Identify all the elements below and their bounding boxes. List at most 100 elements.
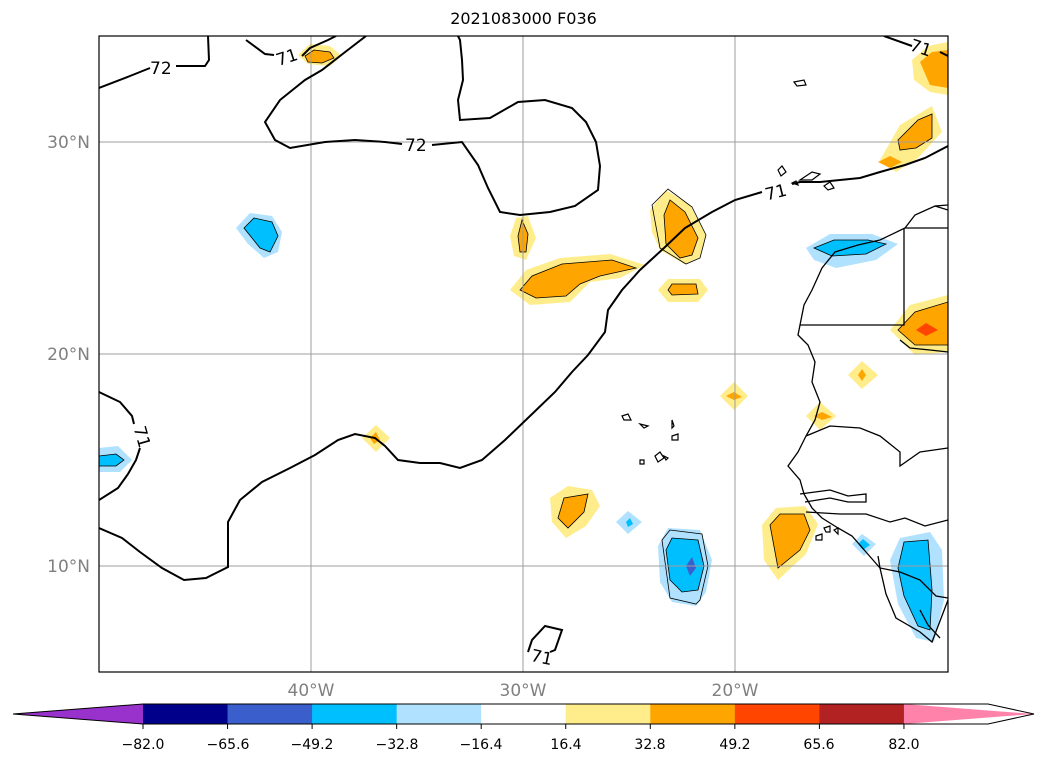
- lon-label-30w: 30°W: [500, 681, 547, 701]
- lat-label-10n: 10°N: [47, 557, 90, 577]
- anomaly-outlines: [99, 49, 948, 631]
- anomaly-patch: [814, 412, 832, 420]
- colorbar-segment: [143, 704, 229, 724]
- latitude-labels: 30°N 20°N 10°N: [47, 133, 90, 577]
- colorbar-segment: [312, 704, 398, 724]
- contour-label: 71: [763, 181, 789, 206]
- contour-71-northeast: [883, 36, 948, 57]
- cape-verde-island: [671, 419, 675, 430]
- anomaly-patch: [305, 50, 334, 63]
- anomaly-patch: [626, 518, 633, 527]
- lon-label-40w: 40°W: [288, 681, 335, 701]
- colorbar-tick-label: 65.6: [803, 737, 834, 753]
- cape-verde-island: [662, 454, 670, 462]
- negative-anomalies: [99, 213, 944, 642]
- colorbar-tick-label: −16.4: [460, 737, 503, 753]
- canary-island: [798, 171, 822, 181]
- positive-anomalies: [298, 42, 948, 580]
- colorbar-tick-label: −65.6: [207, 737, 250, 753]
- contour-71-north: [245, 36, 337, 57]
- colorbar-tick-label: 49.2: [719, 737, 750, 753]
- colorbar-segment: [819, 704, 905, 724]
- cape-verde-island: [654, 451, 665, 463]
- anomaly-patch: [668, 284, 698, 295]
- colorbar-extend-max: [903, 704, 1034, 724]
- colorbar-tick-label: 82.0: [888, 737, 919, 753]
- colorbar-segment: [396, 704, 482, 724]
- lon-label-20w: 20°W: [712, 681, 759, 701]
- contour-label: 71: [129, 424, 154, 450]
- anomaly-patch: [244, 218, 278, 252]
- contour-label-group: 72 71 72 71 71 71 71: [129, 36, 934, 670]
- anomaly-patch: [898, 540, 932, 630]
- colorbar-segment: [650, 704, 736, 724]
- lat-label-20n: 20°N: [47, 345, 90, 365]
- islands: [621, 79, 839, 541]
- height-contours: [99, 36, 948, 653]
- contour-label: 72: [150, 59, 172, 79]
- senegal-border: [805, 425, 948, 468]
- anomaly-patch: [664, 200, 698, 258]
- mauritania-border: [899, 339, 948, 353]
- canary-island: [823, 181, 835, 191]
- anomaly-patch: [558, 494, 588, 528]
- colorbar-extend-min: [13, 704, 143, 724]
- anomaly-patch: [666, 538, 704, 592]
- graticule: [99, 36, 948, 672]
- cape-verde-island: [638, 422, 650, 429]
- bijagos-island: [815, 533, 823, 541]
- anomaly-patch: [770, 514, 810, 568]
- colorbar-segment: [565, 704, 651, 724]
- african-coastline: [787, 204, 948, 644]
- colorbar-segment: [481, 704, 567, 724]
- map-title: 2021083000 F036: [450, 9, 597, 28]
- anomaly-patch: [726, 392, 742, 400]
- lat-label-30n: 30°N: [47, 133, 90, 153]
- map-area: 72 71 72 71 71 71 71: [99, 36, 948, 672]
- colorbar-tick-label: −32.8: [376, 737, 419, 753]
- guinea-border: [877, 555, 948, 599]
- bijagos-island: [823, 525, 831, 533]
- colorbar-outline: [12, 703, 1035, 725]
- colorbar-segments: [13, 704, 1034, 724]
- sierra-leone-border: [919, 609, 941, 639]
- anomaly-patch: [99, 454, 124, 466]
- map-frame: [98, 35, 949, 673]
- canary-island: [777, 165, 787, 177]
- cape-verde-island: [621, 413, 632, 421]
- colorbar-ticks: [142, 724, 905, 729]
- anomaly-patch: [920, 50, 948, 88]
- anomaly-patch: [916, 323, 938, 336]
- anomaly-patch: [858, 369, 866, 381]
- colorbar-tick-label: −82.0: [122, 737, 165, 753]
- colorbar-tick-label: −49.2: [291, 737, 334, 753]
- anomaly-patch: [878, 156, 902, 168]
- coastlines: [787, 204, 948, 644]
- cape-verde-island: [639, 459, 645, 465]
- contour-label: 71: [274, 45, 301, 71]
- contour-label: 71: [529, 646, 554, 670]
- anomaly-patch: [898, 302, 948, 345]
- guinea-bissau-border: [805, 511, 948, 527]
- colorbar-tick-label: 16.4: [550, 737, 581, 753]
- colorbar-tick-label: 32.8: [634, 737, 665, 753]
- contour-72-northwest: [99, 36, 211, 89]
- bijagos-island: [832, 527, 839, 536]
- spanish-enclave: [934, 205, 948, 211]
- gambia-outline: [799, 489, 867, 503]
- western-sahara-border: [800, 227, 948, 326]
- cape-verde-island: [671, 433, 679, 441]
- contour-71-central: [99, 145, 948, 582]
- contour-72-middle: [263, 36, 602, 217]
- anomaly-patch: [898, 114, 932, 150]
- madeira-island: [792, 79, 807, 87]
- filled-contours: [99, 42, 948, 642]
- colorbar-tick-labels: −82.0 −65.6 −49.2 −32.8 −16.4 16.4 32.8 …: [122, 737, 920, 753]
- colorbar-segment: [734, 704, 820, 724]
- contour-71-south: [527, 624, 564, 653]
- longitude-labels: 40°W 30°W 20°W: [288, 681, 759, 701]
- colorbar-segment: [227, 704, 313, 724]
- contour-label: 72: [405, 136, 427, 156]
- colorbar: −82.0 −65.6 −49.2 −32.8 −16.4 16.4 32.8 …: [12, 703, 1035, 753]
